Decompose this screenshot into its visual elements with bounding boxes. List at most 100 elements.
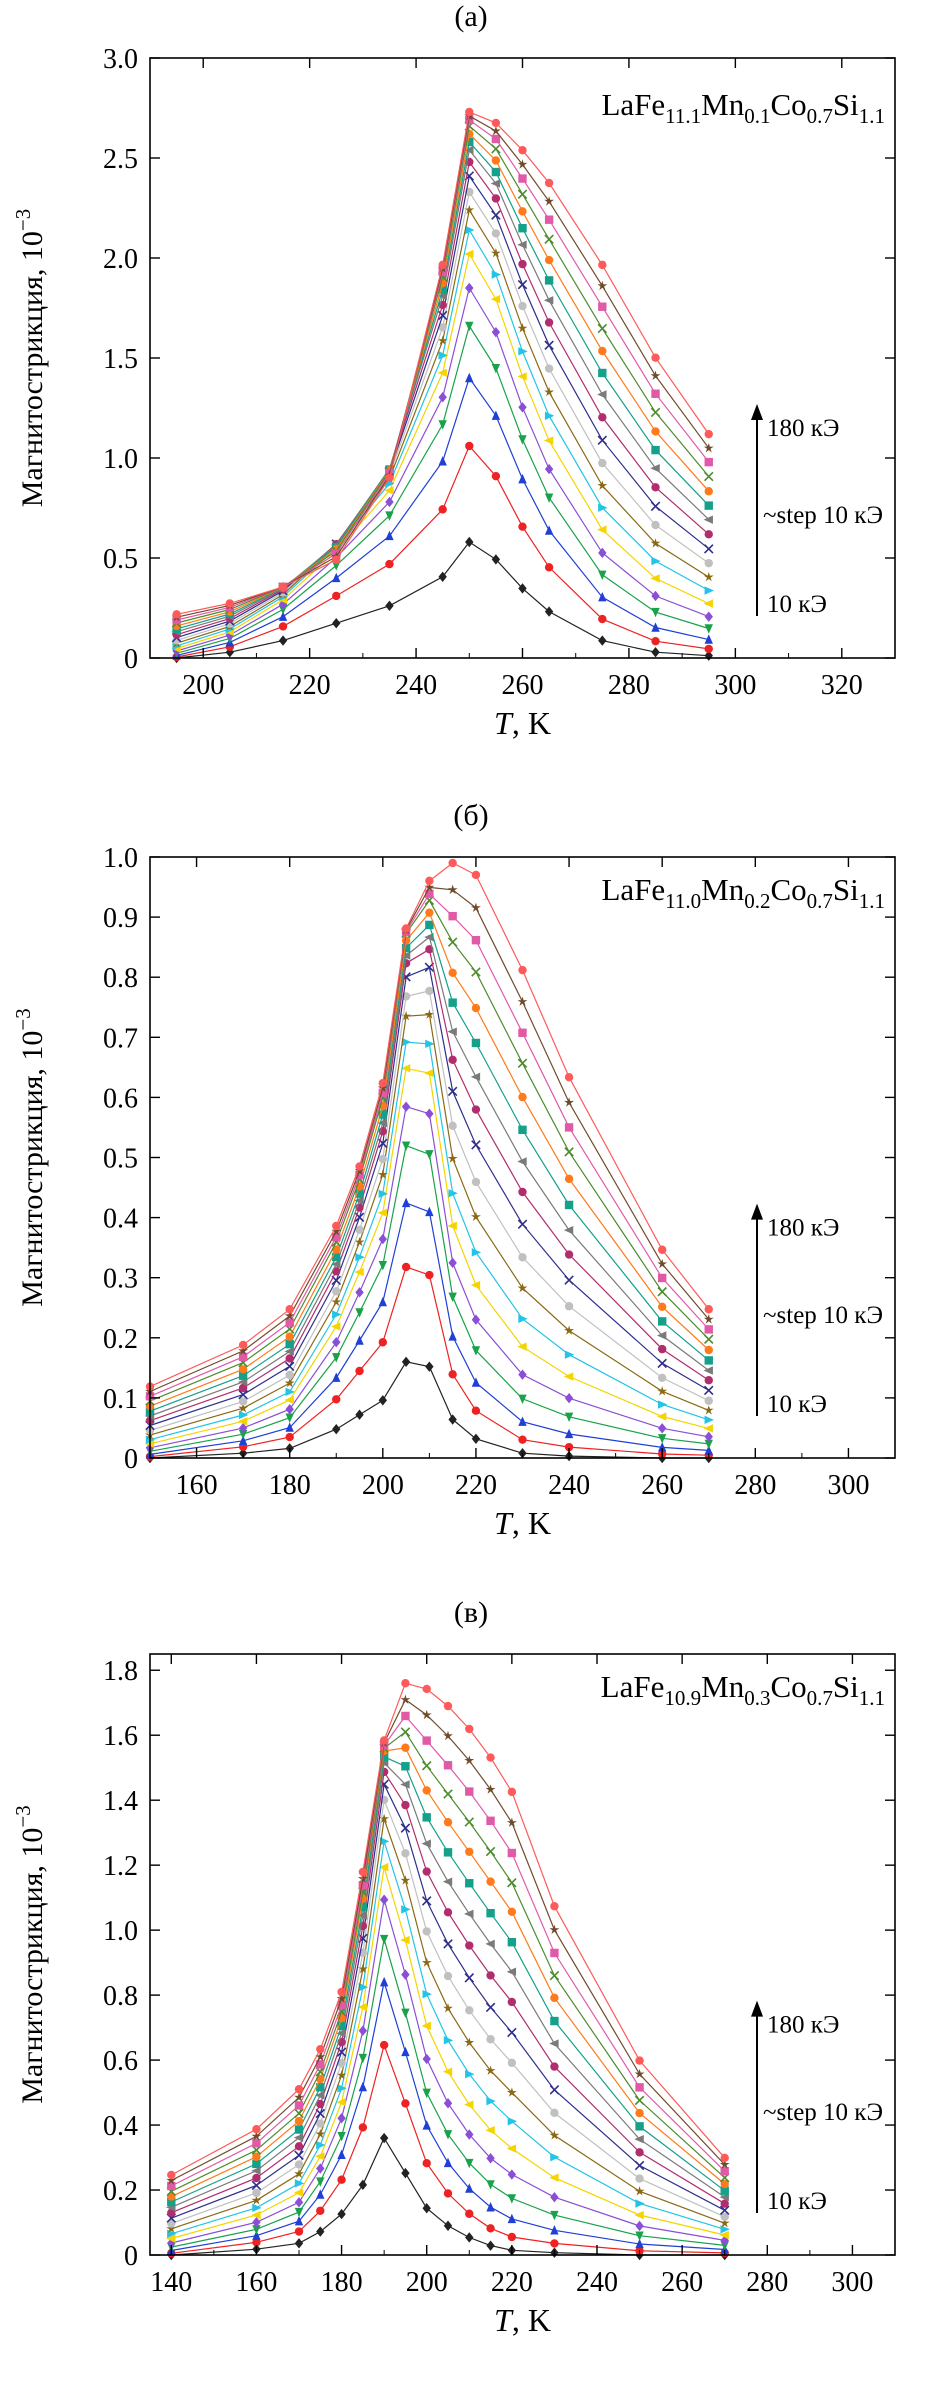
data-point	[634, 2068, 645, 2079]
panel-label: (в)	[454, 1596, 488, 1629]
title-element: Mn	[701, 872, 745, 907]
x-tick-label: 180	[321, 2267, 363, 2298]
data-point	[294, 2216, 304, 2226]
data-point	[355, 1252, 365, 1262]
data-point	[447, 1153, 458, 1163]
data-point	[507, 2194, 517, 2204]
data-point	[424, 882, 435, 892]
data-point	[285, 1332, 294, 1341]
data-point	[704, 1376, 713, 1385]
data-point	[507, 2027, 517, 2038]
data-point	[294, 2125, 304, 2134]
title-element: Si	[833, 87, 859, 122]
data-point	[465, 1941, 474, 1950]
data-point	[238, 1383, 248, 1393]
data-point	[549, 1970, 560, 1981]
data-point	[657, 1358, 667, 1369]
data-point	[315, 2051, 326, 2061]
data-point	[518, 347, 528, 356]
data-point	[550, 1993, 559, 2003]
x-axis-label: T, K	[494, 2302, 551, 2338]
data-point	[316, 2060, 325, 2069]
data-point	[424, 1009, 435, 1019]
data-point	[517, 1058, 528, 1069]
x-tick-label: 220	[289, 670, 331, 701]
annotation-step: ~step 10 кЭ	[763, 1302, 883, 1329]
data-point	[485, 2002, 496, 2013]
data-point	[563, 1225, 574, 1235]
series-150kOe	[166, 1727, 730, 2197]
data-point	[486, 1753, 495, 1762]
data-point	[285, 1354, 294, 1363]
data-point	[238, 1435, 248, 1446]
data-point	[719, 2192, 729, 2202]
data-point	[438, 267, 447, 277]
data-point	[564, 1442, 574, 1452]
data-point	[401, 1679, 410, 1688]
data-point	[293, 2188, 304, 2197]
data-point	[465, 2006, 474, 2015]
data-point	[518, 965, 527, 975]
data-point	[438, 505, 447, 514]
data-point	[656, 1331, 667, 1340]
data-point	[471, 870, 481, 880]
data-point	[316, 2083, 325, 2092]
y-tick-label: 0	[124, 1444, 138, 1475]
data-point	[377, 1169, 388, 1179]
data-point	[401, 1905, 411, 1914]
data-point	[252, 2152, 261, 2161]
data-point	[464, 1817, 475, 1827]
data-point	[285, 1404, 294, 1415]
data-point	[544, 364, 554, 373]
data-point	[425, 1108, 434, 1119]
data-point	[550, 2210, 559, 2221]
data-point	[438, 456, 447, 466]
x-tick-label: 220	[491, 2267, 533, 2298]
title-subscript: 0.7	[807, 104, 833, 128]
data-point	[486, 2096, 496, 2106]
data-point	[507, 1938, 517, 1947]
data-point	[252, 2238, 261, 2247]
y-tick-label: 1.5	[103, 344, 138, 375]
data-point	[704, 1396, 713, 1405]
title-element: Mn	[701, 1669, 745, 1704]
annotation-top: 180 кЭ	[767, 415, 839, 442]
data-point	[422, 1989, 432, 1999]
data-point	[564, 1412, 574, 1422]
data-point	[490, 294, 501, 304]
y-tick-label: 0.5	[103, 1144, 138, 1175]
x-tick-label: 160	[176, 1470, 218, 1501]
data-point	[251, 2166, 261, 2175]
data-point	[564, 1174, 574, 1184]
data-point	[443, 1730, 453, 1741]
data-point	[564, 1200, 574, 1210]
series-80kOe	[145, 1009, 714, 1440]
data-point	[471, 1177, 481, 1187]
data-point	[635, 2174, 644, 2183]
data-point	[354, 1196, 364, 1205]
data-point	[465, 372, 474, 383]
data-point	[332, 1423, 341, 1435]
data-point	[518, 1187, 527, 1197]
data-point	[167, 2208, 176, 2217]
y-tick-label: 1.8	[103, 1656, 138, 1687]
y-axis-label-text: Магнитострикция, 10	[16, 1031, 49, 1307]
data-point	[378, 1260, 388, 1271]
series-line	[171, 1841, 725, 2235]
data-point	[443, 1789, 453, 1799]
x-axis-label-symbol: T	[494, 1505, 514, 1541]
title-subscript: 1.1	[859, 104, 885, 128]
data-point	[237, 1417, 248, 1426]
data-point	[550, 2225, 559, 2235]
data-point	[651, 353, 660, 362]
title-subscript: 11.0	[665, 889, 701, 913]
data-point	[465, 1879, 474, 1888]
annotation-bottom: 10 кЭ	[767, 591, 827, 618]
data-point	[252, 2173, 261, 2183]
data-point	[704, 611, 713, 622]
data-point	[443, 1971, 453, 1981]
data-point	[447, 937, 458, 947]
data-point	[719, 2218, 730, 2228]
data-point	[544, 411, 555, 421]
